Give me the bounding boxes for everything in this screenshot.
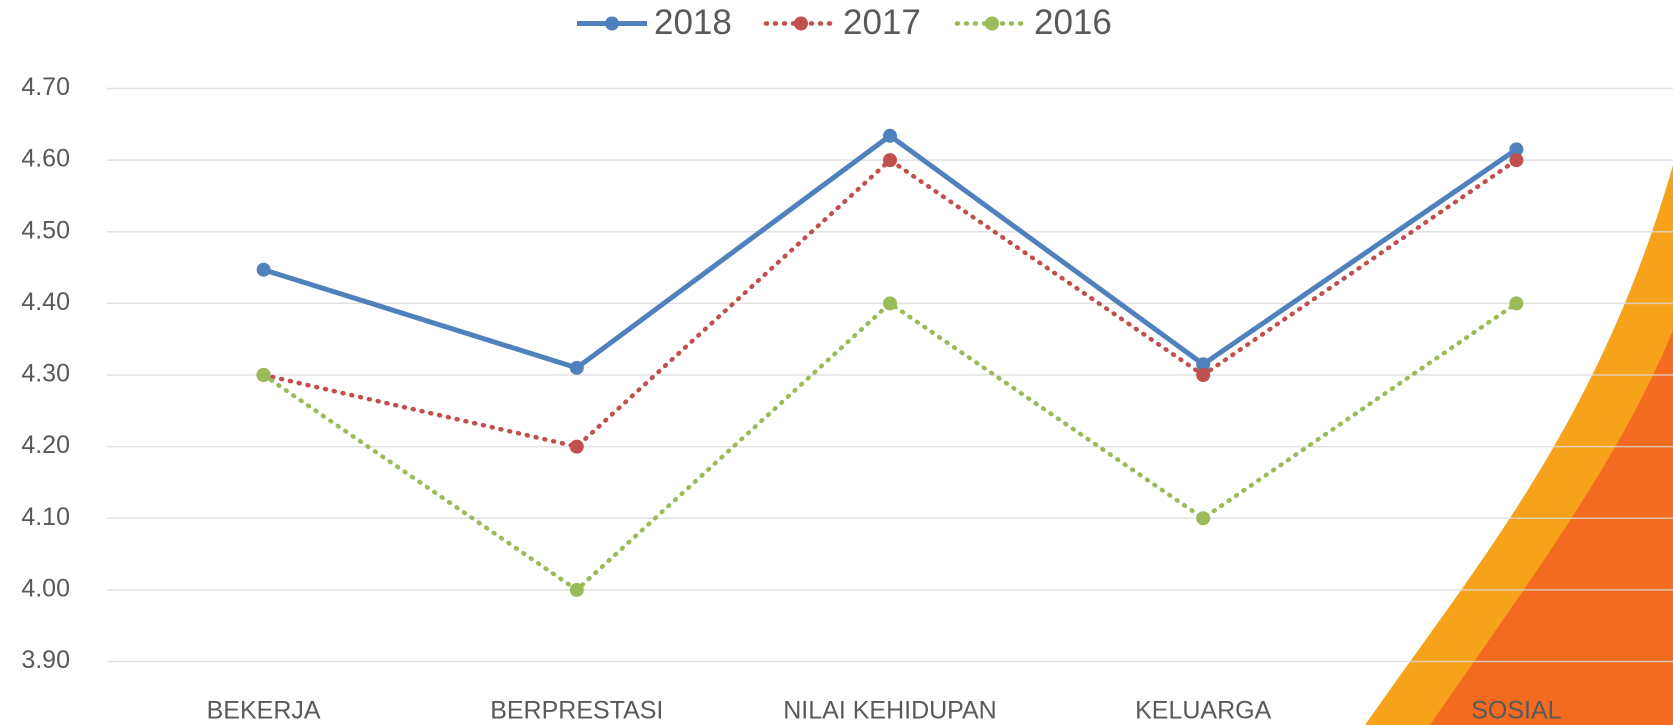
data-point <box>1509 153 1524 168</box>
data-point <box>569 439 584 454</box>
x-tick-label: KELUARGA <box>1135 697 1271 725</box>
data-point <box>883 128 897 143</box>
y-tick-label: 4.10 <box>21 503 70 531</box>
data-point <box>1196 511 1211 526</box>
y-tick-label: 4.40 <box>21 288 70 316</box>
series-line <box>261 300 1519 593</box>
legend-label: 2016 <box>1034 3 1112 42</box>
x-tick-label: BERPRESTASI <box>490 697 663 725</box>
series-line <box>262 132 1518 371</box>
legend-label: 2017 <box>843 3 921 42</box>
data-point <box>1196 357 1211 372</box>
y-tick-label: 4.50 <box>21 216 70 244</box>
data-point <box>569 582 584 597</box>
legend-marker <box>985 16 999 31</box>
data-point <box>256 262 271 277</box>
y-tick-label: 4.70 <box>21 73 70 101</box>
decor-swoosh-dark <box>1430 330 1673 725</box>
data-point <box>569 360 584 375</box>
x-tick-label: SOSIAL <box>1471 697 1561 725</box>
data-point <box>256 368 271 382</box>
legend-marker <box>605 16 619 31</box>
y-tick-label: 3.90 <box>21 646 70 674</box>
legend-marker <box>794 16 808 31</box>
data-point <box>883 153 897 168</box>
y-tick-label: 4.20 <box>21 431 70 459</box>
data-point <box>1196 368 1211 382</box>
data-point <box>1509 142 1524 157</box>
x-tick-label: NILAI KEHIDUPAN <box>783 697 996 725</box>
legend-label: 2018 <box>654 3 732 42</box>
decoration <box>1365 165 1673 725</box>
data-point <box>1509 296 1524 311</box>
x-tick-label: BEKERJA <box>207 697 321 725</box>
y-tick-label: 4.60 <box>21 145 70 173</box>
data-point <box>883 296 897 311</box>
y-tick-label: 4.00 <box>21 574 70 602</box>
y-tick-label: 4.30 <box>21 360 70 388</box>
